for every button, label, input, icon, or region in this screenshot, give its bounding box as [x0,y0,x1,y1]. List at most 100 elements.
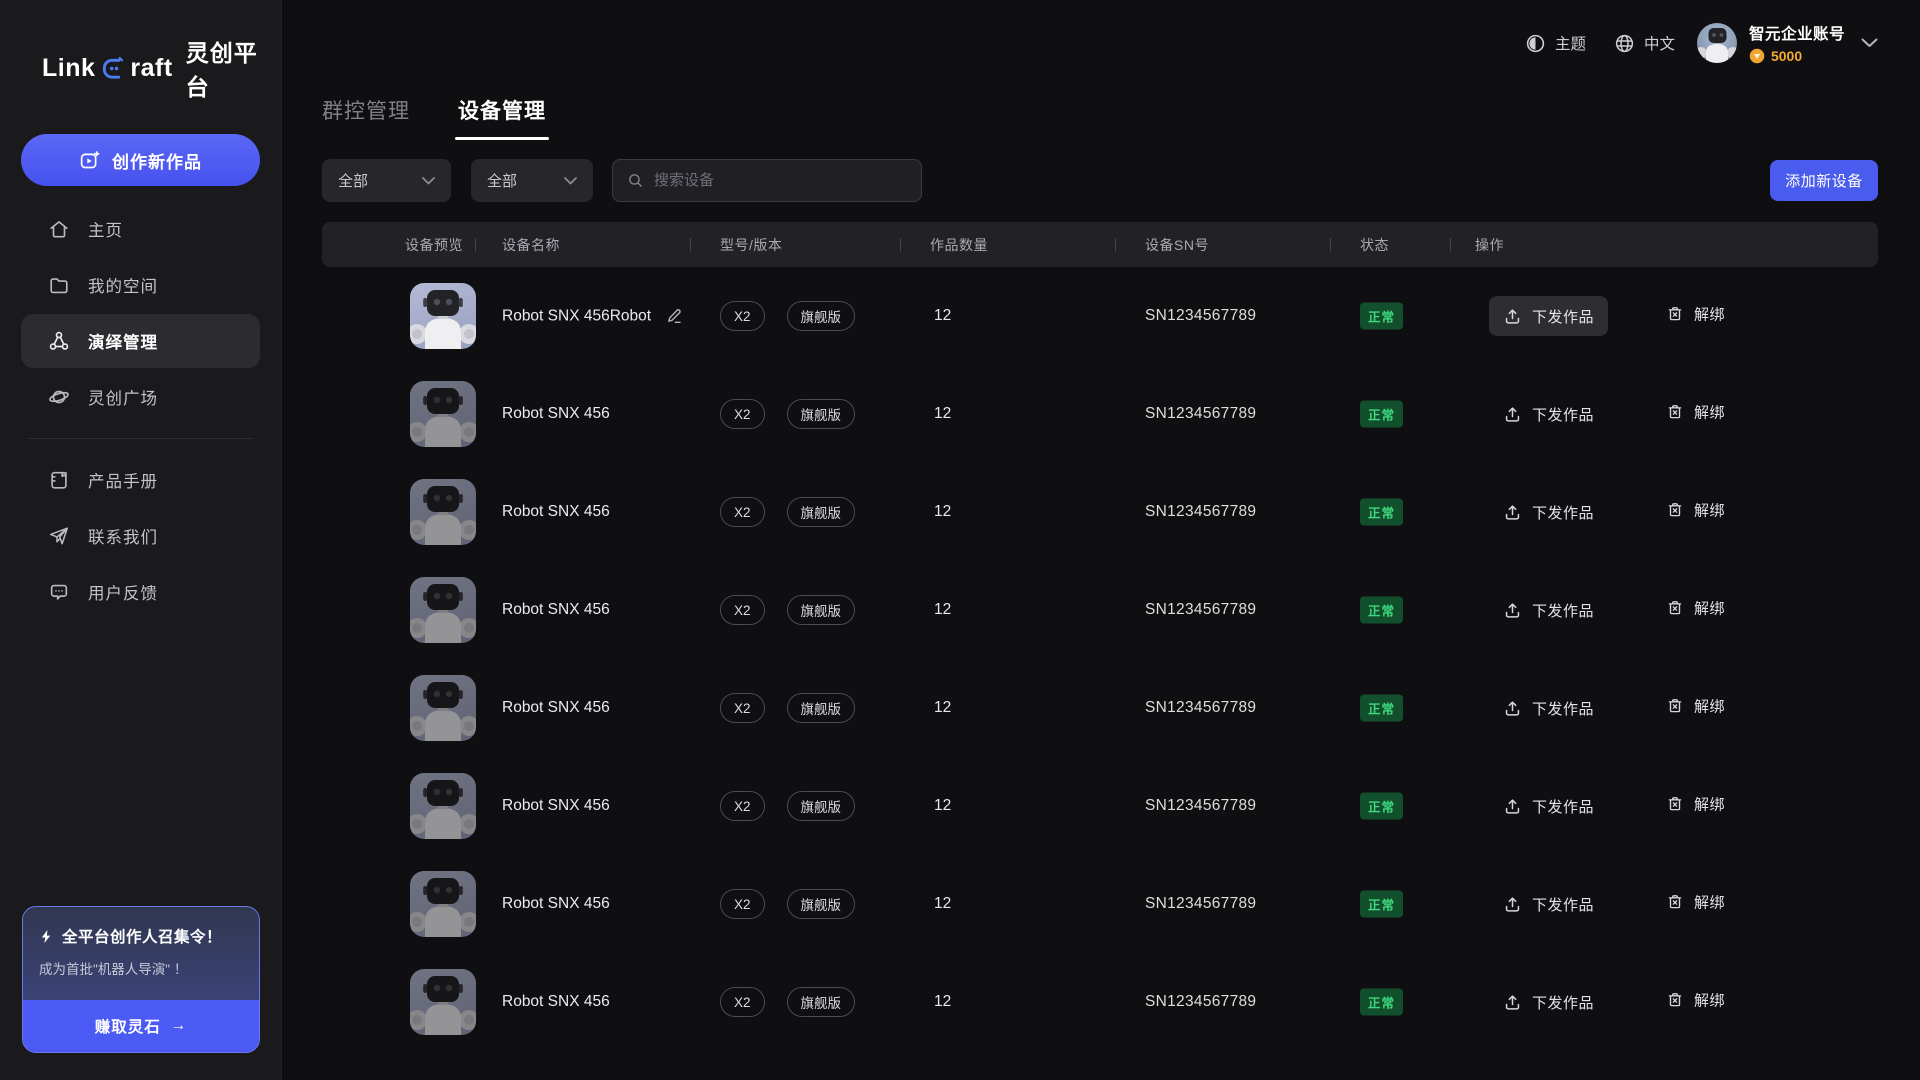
version-badge: 旗舰版 [786,595,856,625]
send-work-button[interactable]: 下发作品 [1489,590,1608,630]
table-row[interactable]: Robot SNX 456 X2 旗舰版 12 SN1234567789 正常 [322,659,1878,757]
device-sn: SN1234567789 [1145,503,1257,520]
device-name: Robot SNX 456 [502,601,610,618]
table-row[interactable]: Robot SNX 456 X2 旗舰版 12 SN1234567789 正常 [322,365,1878,463]
column-device-name: 设备名称 [502,236,560,253]
unbind-label: 解绑 [1694,404,1726,422]
sidebar-item-lingchuang-plaza[interactable]: 灵创广场 [21,370,260,424]
sidebar-divider [28,438,253,439]
table-row[interactable]: Robot SNX 456 X2 旗舰版 12 SN1234567789 正常 [322,561,1878,659]
send-work-button[interactable]: 下发作品 [1489,884,1608,924]
globe-icon [1614,33,1635,54]
tab-device-management[interactable]: 设备管理 [455,95,549,140]
language-switcher[interactable]: 中文 [1614,32,1675,54]
column-model-version: 型号/版本 [720,236,783,253]
chat-feedback-icon [48,581,70,603]
chevron-down-icon[interactable] [1861,38,1878,48]
work-count: 12 [934,405,952,422]
column-actions: 操作 [1475,236,1504,253]
unbind-button[interactable]: 解绑 [1666,696,1725,717]
theme-contrast-icon [1525,33,1546,54]
send-work-button[interactable]: 下发作品 [1489,786,1608,826]
unbind-button[interactable]: 解绑 [1666,794,1725,815]
trash-icon [1666,697,1684,716]
device-sn: SN1234567789 [1145,307,1257,324]
theme-toggle[interactable]: 主题 [1525,32,1586,54]
unbind-button[interactable]: 解绑 [1666,402,1725,423]
send-work-label: 下发作品 [1532,308,1595,326]
sidebar-item-contact-us[interactable]: 联系我们 [21,509,260,563]
table-header: 设备预览 设备名称 型号/版本 作品数量 设备SN号 状态 操作 [322,222,1878,267]
sidebar-item-performance-management[interactable]: 演绎管理 [21,314,260,368]
upload-icon [1503,405,1522,424]
send-work-button[interactable]: 下发作品 [1489,296,1609,336]
send-work-button[interactable]: 下发作品 [1489,688,1608,728]
unbind-button[interactable]: 解绑 [1666,892,1725,913]
device-name: Robot SNX 456 [502,895,610,912]
table-row[interactable]: Robot SNX 456 X2 旗舰版 12 SN1234567789 正常 [322,953,1878,1051]
planet-icon [48,386,70,408]
status-badge: 正常 [1360,792,1404,820]
account-info[interactable]: 智元企业账号 5000 [1749,22,1845,64]
unbind-button[interactable]: 解绑 [1666,598,1725,619]
send-work-button[interactable]: 下发作品 [1489,982,1608,1022]
tab-group-control[interactable]: 群控管理 [322,100,410,123]
sidebar-item-my-space[interactable]: 我的空间 [21,258,260,312]
paper-plane-icon [48,525,70,547]
trash-icon [1666,795,1684,814]
table-row[interactable]: Robot SNX 456 X2 旗舰版 12 SN1234567789 正常 [322,855,1878,953]
filter-dropdown-1[interactable]: 全部 [322,159,451,202]
search-input[interactable] [654,172,907,189]
header-divider [900,237,901,252]
send-work-label: 下发作品 [1532,602,1595,620]
work-count: 12 [934,307,952,324]
send-work-button[interactable]: 下发作品 [1489,492,1608,532]
account-name: 智元企业账号 [1748,26,1845,43]
version-badge: 旗舰版 [786,693,856,723]
upload-icon [1503,307,1522,326]
unbind-button[interactable]: 解绑 [1666,304,1725,325]
table-row[interactable]: Robot SNX 456 X2 旗舰版 12 SN1234567789 正常 [322,463,1878,561]
header-divider [1115,237,1116,252]
user-avatar[interactable] [1696,23,1737,63]
header-divider [475,237,476,252]
version-badge: 旗舰版 [786,791,856,821]
add-device-button[interactable]: 添加新设备 [1770,160,1878,201]
device-name: Robot SNX 456 [502,993,610,1010]
work-count: 12 [934,993,952,1010]
send-work-button[interactable]: 下发作品 [1489,394,1608,434]
promo-card: 全平台创作人召集令！ 成为首批"机器人导演" ！ 赚取灵石 → [22,906,260,1053]
earn-lingshi-button[interactable]: 赚取灵石 → [23,1000,259,1052]
sidebar-item-product-manual[interactable]: 产品手册 [21,453,260,507]
search-icon [627,172,644,189]
device-preview-image [410,577,476,643]
send-work-label: 下发作品 [1532,700,1595,718]
unbind-label: 解绑 [1694,502,1726,520]
unbind-button[interactable]: 解绑 [1666,500,1725,521]
device-name: Robot SNX 456 [502,797,610,814]
version-badge: 旗舰版 [786,399,856,429]
device-name: Robot SNX 456Robot [502,307,652,324]
table-row[interactable]: Robot SNX 456 X2 旗舰版 12 SN1234567789 正常 [322,757,1878,855]
device-sn: SN1234567789 [1145,993,1257,1010]
trash-icon [1666,991,1684,1010]
sidebar-item-home[interactable]: 主页 [21,202,260,256]
create-new-work-button[interactable]: 创作新作品 [21,134,260,186]
column-work-count: 作品数量 [930,236,988,253]
unbind-button[interactable]: 解绑 [1666,990,1725,1011]
device-name: Robot SNX 456 [502,405,610,422]
table-row[interactable]: Robot SNX 456Robot X2 旗舰版 12 SN123456778… [322,267,1878,365]
create-video-icon [79,150,100,171]
filter-dropdown-2[interactable]: 全部 [471,159,593,202]
search-box [612,159,922,202]
sidebar-item-user-feedback[interactable]: 用户反馈 [21,565,260,619]
coin-icon [1749,48,1765,64]
sidebar-item-label: 灵创广场 [88,390,158,408]
sidebar-item-label: 产品手册 [88,473,158,491]
unbind-label: 解绑 [1694,698,1726,716]
version-badge: 旗舰版 [786,987,856,1017]
edit-pencil-icon[interactable] [665,307,684,326]
upload-icon [1503,797,1522,816]
brand-logo: Link raft 灵创平台 [0,0,281,102]
sidebar-item-label: 我的空间 [88,278,158,296]
